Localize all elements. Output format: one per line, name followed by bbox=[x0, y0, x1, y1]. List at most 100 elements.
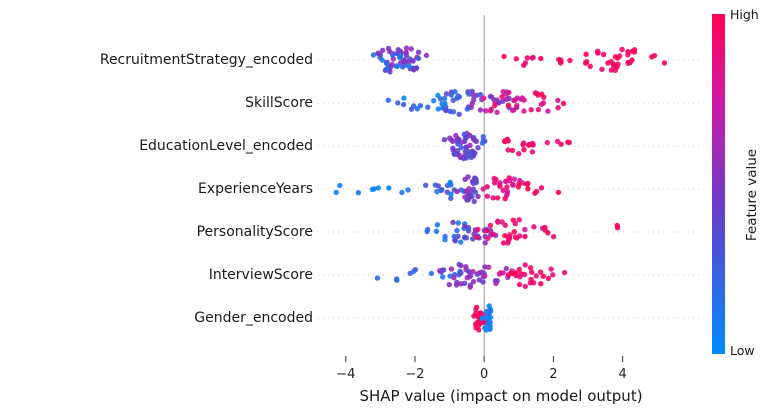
shap-point bbox=[462, 223, 468, 229]
shap-point bbox=[492, 102, 498, 109]
shap-point bbox=[485, 235, 491, 242]
shap-point bbox=[413, 65, 420, 71]
colorbar-low-label: Low bbox=[730, 343, 755, 358]
shap-point bbox=[451, 275, 457, 281]
shap-point bbox=[401, 95, 407, 101]
shap-point bbox=[415, 55, 422, 62]
shap-point bbox=[470, 92, 476, 98]
shap-point bbox=[560, 100, 567, 107]
shap-point bbox=[538, 281, 544, 287]
x-axis-ticks: −4 −2 0 2 4 bbox=[336, 356, 627, 382]
shap-point bbox=[540, 273, 546, 279]
shap-point bbox=[455, 93, 462, 100]
feature-label: InterviewScore bbox=[208, 267, 313, 283]
colorbar-title: Feature value bbox=[744, 148, 760, 242]
shap-point bbox=[514, 103, 520, 109]
shap-point bbox=[431, 98, 437, 104]
shap-point bbox=[394, 276, 400, 282]
shap-point bbox=[538, 101, 545, 108]
shap-point bbox=[533, 273, 539, 279]
shap-point bbox=[487, 323, 493, 329]
shap-point bbox=[384, 61, 390, 67]
shap-point bbox=[442, 100, 448, 107]
shap-point bbox=[518, 96, 524, 103]
shap-point bbox=[487, 222, 494, 229]
shap-point bbox=[455, 141, 461, 147]
shap-point bbox=[465, 228, 472, 234]
shap-point bbox=[516, 217, 522, 223]
tick-label: 0 bbox=[480, 367, 488, 382]
shap-point bbox=[460, 155, 467, 162]
shap-point bbox=[521, 108, 527, 114]
shap-point bbox=[527, 280, 534, 286]
shap-point bbox=[479, 319, 486, 325]
shap-point bbox=[379, 57, 385, 63]
shap-point bbox=[482, 240, 488, 246]
shap-point bbox=[456, 136, 462, 143]
shap-point bbox=[531, 224, 537, 230]
shap-point bbox=[384, 65, 391, 72]
shap-point bbox=[509, 147, 516, 154]
shap-point bbox=[435, 106, 441, 112]
shap-point bbox=[517, 274, 523, 280]
shap-point bbox=[501, 53, 507, 60]
shap-point bbox=[625, 60, 631, 66]
shap-point bbox=[433, 228, 440, 234]
shap-point bbox=[475, 313, 481, 320]
shap-point bbox=[521, 147, 527, 153]
shap-point bbox=[587, 63, 593, 69]
shap-point bbox=[465, 268, 471, 274]
shap-point bbox=[535, 92, 541, 98]
shap-point bbox=[405, 187, 411, 193]
feature-label: RecruitmentStrategy_encoded bbox=[99, 52, 313, 68]
shap-point bbox=[450, 145, 456, 151]
shap-point bbox=[483, 108, 489, 114]
shap-point bbox=[594, 48, 601, 54]
shap-point bbox=[555, 189, 562, 196]
shap-point bbox=[395, 100, 401, 106]
shap-point bbox=[491, 180, 498, 186]
shap-point bbox=[600, 51, 607, 58]
tick-label: −4 bbox=[336, 367, 355, 382]
shap-point bbox=[480, 134, 486, 140]
shap-point bbox=[397, 52, 404, 59]
shap-point bbox=[476, 277, 482, 283]
shap-point bbox=[567, 57, 573, 64]
shap-point bbox=[448, 191, 454, 197]
shap-point bbox=[470, 268, 476, 275]
shap-point bbox=[440, 274, 446, 280]
shap-point bbox=[522, 60, 529, 66]
shap-point bbox=[471, 198, 477, 205]
shap-point bbox=[502, 196, 508, 202]
tick-label: 2 bbox=[549, 367, 557, 382]
shap-point bbox=[411, 103, 417, 109]
shap-point bbox=[649, 54, 655, 60]
shap-point bbox=[461, 131, 467, 138]
shap-point bbox=[440, 105, 446, 111]
shap-point bbox=[497, 270, 504, 276]
shap-point bbox=[522, 262, 528, 268]
shap-point bbox=[521, 271, 528, 278]
shap-point bbox=[470, 136, 476, 142]
shap-point bbox=[495, 195, 501, 201]
shap-point bbox=[374, 275, 381, 281]
shap-point bbox=[462, 280, 468, 286]
shap-point bbox=[524, 55, 530, 61]
shap-point bbox=[550, 234, 557, 240]
shap-point bbox=[369, 186, 376, 193]
shap-point bbox=[529, 149, 536, 155]
shap-point bbox=[425, 104, 431, 110]
shap-point bbox=[505, 102, 512, 108]
shap-point bbox=[482, 264, 488, 270]
shap-point bbox=[502, 233, 508, 239]
shap-point bbox=[502, 222, 508, 228]
shap-point bbox=[442, 237, 448, 243]
shap-point bbox=[474, 234, 480, 240]
shap-point bbox=[494, 109, 500, 116]
shap-point bbox=[375, 185, 382, 191]
shap-point bbox=[505, 240, 511, 246]
shap-point bbox=[450, 138, 456, 144]
shap-point bbox=[525, 186, 531, 192]
shap-point bbox=[452, 238, 458, 244]
shap-point bbox=[558, 141, 564, 147]
